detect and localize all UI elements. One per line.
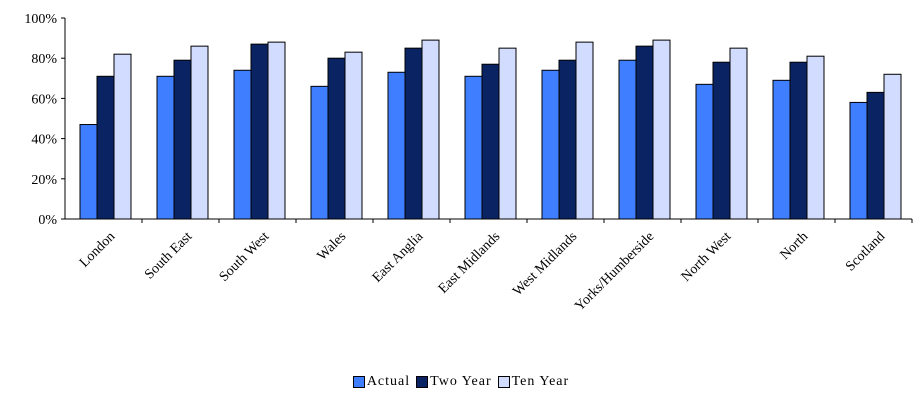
x-category-label: Wales [315,229,350,264]
legend-swatch-ten-year [497,376,510,388]
y-tick-label: 20% [31,173,57,188]
bar-ten-year [806,55,825,220]
legend-swatch-two-year [416,376,429,388]
x-category-label: East Midlands [436,229,504,297]
x-category-label: West Midlands [510,229,580,299]
bar-ten-year [575,41,594,220]
bar-actual [79,124,98,220]
legend-item-ten-year: Ten Year [497,374,570,390]
x-category-label: East Anglia [370,229,427,286]
bar-actual [233,69,252,220]
x-category-label: North [778,229,812,263]
legend-item-actual: Actual [352,374,411,390]
x-category-label: South East [142,229,195,282]
bar-actual [156,75,175,220]
bar-actual [464,75,483,220]
legend-label-two-year: Two Year [430,374,492,389]
x-category-label: London [77,229,118,270]
bar-actual [849,101,868,220]
bar-actual [310,85,329,220]
bar-two-year [327,57,346,220]
bar-ten-year [267,41,286,220]
bar-ten-year [498,47,517,220]
bar-ten-year [421,39,440,220]
bar-actual [695,83,714,220]
bar-ten-year [652,39,671,220]
bar-actual [387,71,406,220]
legend-swatch-actual [352,376,365,388]
bar-two-year [712,61,731,220]
bar-ten-year [190,45,209,220]
legend-label-actual: Actual [366,374,411,389]
bar-actual [541,69,560,220]
y-tick-label: 0% [38,213,57,228]
bar-two-year [173,59,192,220]
bar-two-year [558,59,577,220]
bar-two-year [250,43,269,220]
bar-two-year [789,61,808,220]
bar-actual [772,79,791,220]
y-tick-label: 100% [24,12,57,27]
legend-label-ten-year: Ten Year [511,374,570,389]
bar-ten-year [883,73,902,220]
bar-ten-year [344,51,363,220]
x-category-label: Scotland [843,229,888,274]
bar-ten-year [729,47,748,220]
x-category-label: Yorks/Humberside [572,229,657,314]
bar-two-year [404,47,423,220]
bar-ten-year [113,53,132,220]
bar-two-year [96,75,115,220]
y-tick-label: 60% [31,92,57,107]
x-category-label: North West [679,229,735,285]
y-tick-label: 40% [31,133,57,148]
bar-two-year [866,91,885,220]
legend: Actual Two Year Ten Year [0,373,922,391]
legend-item-two-year: Two Year [416,374,491,390]
bar-two-year [635,45,654,220]
bar-actual [618,59,637,220]
x-category-label: South West [217,229,273,285]
bar-two-year [481,63,500,220]
y-tick-label: 80% [31,52,57,67]
